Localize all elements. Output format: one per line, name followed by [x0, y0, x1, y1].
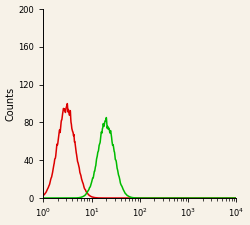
Y-axis label: Counts: Counts [6, 86, 16, 121]
